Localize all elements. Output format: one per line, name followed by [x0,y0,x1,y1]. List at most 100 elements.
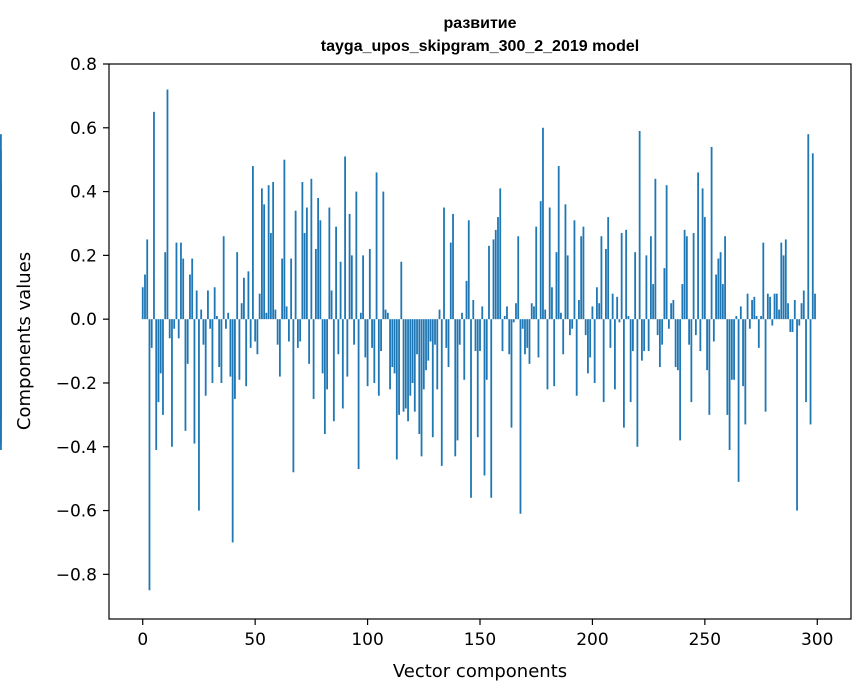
bar [386,312,389,320]
bar [623,319,625,428]
bar [618,319,621,323]
bar [189,274,191,320]
bar [553,319,556,387]
bar [296,319,299,348]
bar [413,319,416,412]
bar [632,319,634,352]
bar [274,309,277,320]
bar [312,319,315,399]
bar [207,290,209,320]
bar [249,319,252,348]
bar [710,146,713,320]
bar [528,319,531,364]
bar [494,229,497,320]
bar [805,319,807,403]
bar [562,319,565,355]
bar [627,315,630,320]
bar [593,319,596,383]
bar [483,319,486,476]
bar [144,274,146,320]
y-tick-label: 0.4 [70,183,97,203]
bar [638,130,641,320]
bar [537,319,540,358]
bar [753,296,756,320]
bar [625,229,628,320]
bar [517,236,520,320]
bar [692,233,695,320]
bar [299,319,302,342]
bar [751,300,753,320]
bar [519,319,522,514]
bar [357,319,360,470]
bar [243,277,245,320]
bar [389,319,391,390]
bar [771,319,774,326]
bar [276,319,279,345]
bar [667,319,670,329]
bar [566,255,569,320]
bar [762,242,765,320]
bar [220,319,223,383]
y-tick-label: 0.6 [70,119,97,139]
bar [375,172,378,320]
bar [798,319,801,326]
bar [742,319,744,387]
bar [578,300,580,320]
bar [341,319,344,409]
bar [382,191,385,320]
bar [634,252,637,320]
bar [780,242,783,320]
chart-subtitle: tayga_upos_skipgram_300_2_2019 model [321,38,639,55]
bar [431,319,434,438]
bar [213,287,216,320]
bar [654,178,657,320]
bar [499,188,502,320]
bar [391,319,394,368]
bar [602,319,605,403]
bar [171,319,173,447]
bar [350,255,353,320]
bar [195,290,198,320]
bar [407,319,409,422]
bar [712,319,715,342]
bar [193,319,196,444]
bar [616,296,619,320]
bar [645,255,648,320]
bar [658,319,661,368]
bar [202,319,205,345]
bar [474,319,477,352]
y-axis-label: Components values [14,252,35,430]
bar [811,153,814,320]
bar [515,303,517,320]
bar [614,319,616,390]
bar [490,319,493,498]
bar [560,312,562,320]
bar [467,220,470,320]
bar [465,280,468,320]
bar [665,185,668,320]
bar [368,249,371,320]
bar [310,178,313,320]
bar [683,229,686,320]
y-tick-label: −0.8 [56,565,97,585]
bar [649,236,652,320]
bar [184,319,187,431]
bar [157,319,160,403]
bar [703,217,706,320]
bar [454,319,457,457]
bar [640,319,643,361]
bar [715,274,717,320]
bar [159,319,162,374]
bar [328,207,331,320]
bar [663,268,666,320]
y-tick-label: −0.4 [56,438,97,458]
bar [218,319,221,368]
bar [380,319,382,352]
bar [748,319,751,329]
bar [488,245,490,320]
x-tick-label: 150 [464,630,496,650]
bar [148,319,151,591]
x-tick-label: 50 [244,630,266,650]
bar [416,319,418,355]
bar [445,319,448,348]
